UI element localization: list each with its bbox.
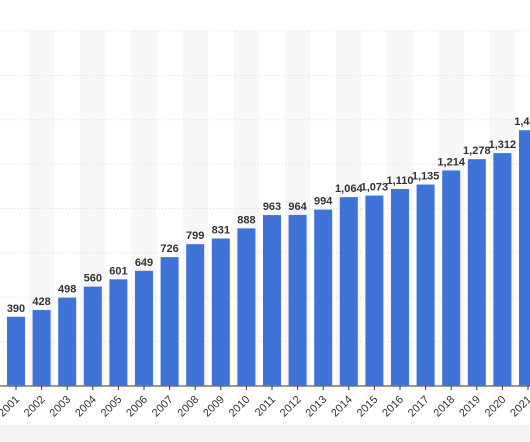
- value-label: 726: [160, 243, 178, 255]
- bar: [7, 317, 25, 386]
- value-label: 498: [58, 284, 76, 296]
- x-tick-label: 2021: [508, 394, 530, 420]
- value-label: 428: [32, 296, 50, 308]
- x-tick-label: 2020: [483, 394, 509, 420]
- bar: [493, 153, 511, 386]
- bar: [519, 130, 530, 386]
- value-label: 390: [7, 303, 25, 315]
- x-tick-label: 2019: [457, 394, 483, 420]
- bar: [186, 244, 204, 386]
- value-label: 994: [314, 196, 333, 208]
- bar: [33, 310, 51, 386]
- value-label: 831: [212, 224, 230, 236]
- bar: [442, 171, 460, 386]
- bar: [58, 298, 76, 386]
- bar: [135, 271, 153, 386]
- x-tick-label: 2007: [150, 394, 176, 420]
- x-tick-label: 2014: [329, 394, 355, 420]
- value-label: 1,110: [387, 175, 414, 187]
- bar: [340, 197, 358, 386]
- footer-band: [0, 425, 530, 442]
- bar: [391, 189, 409, 386]
- x-tick-label: 2010: [227, 394, 253, 420]
- value-label: 560: [84, 273, 102, 285]
- x-tick-label: 2018: [432, 394, 458, 420]
- bar: [468, 159, 486, 386]
- value-label: 1,073: [361, 182, 389, 194]
- x-tick-label: 2016: [380, 394, 406, 420]
- bar: [314, 210, 332, 386]
- value-label: 1,064: [335, 183, 363, 195]
- x-tick-label: 2006: [124, 394, 150, 420]
- bar: [212, 238, 230, 386]
- x-tick-label: 2015: [355, 394, 381, 420]
- x-tick-label: 2003: [48, 394, 74, 420]
- value-label: 1,278: [463, 145, 491, 157]
- x-tick-label: 2001: [0, 394, 22, 420]
- x-tick-label: 2004: [73, 394, 99, 420]
- value-label: 799: [186, 230, 204, 242]
- value-label: 649: [135, 257, 153, 269]
- x-tick-label: 2009: [201, 394, 227, 420]
- value-label: 1,135: [412, 171, 440, 183]
- x-tick-label: 2012: [278, 394, 304, 420]
- bar: [365, 196, 383, 386]
- bar: [263, 215, 281, 386]
- value-label: 963: [263, 201, 281, 213]
- bar: [289, 215, 307, 386]
- bar: [417, 185, 435, 386]
- bar: [109, 279, 127, 386]
- x-tick-label: 2011: [253, 394, 278, 419]
- value-label: 964: [288, 201, 307, 213]
- bar: [84, 287, 102, 386]
- x-tick-label: 2013: [304, 394, 330, 420]
- value-label: 1,312: [489, 139, 517, 151]
- value-label: 1,214: [437, 157, 465, 169]
- bar: [161, 257, 179, 386]
- bar: [237, 228, 255, 386]
- x-tick-label: 2005: [99, 394, 125, 420]
- value-label: 888: [237, 214, 255, 226]
- value-label: 1,441: [514, 116, 530, 128]
- value-label: 601: [109, 265, 127, 277]
- x-tick-label: 2002: [22, 394, 48, 420]
- x-tick-label: 2017: [406, 394, 432, 420]
- x-tick-label: 2008: [176, 394, 202, 420]
